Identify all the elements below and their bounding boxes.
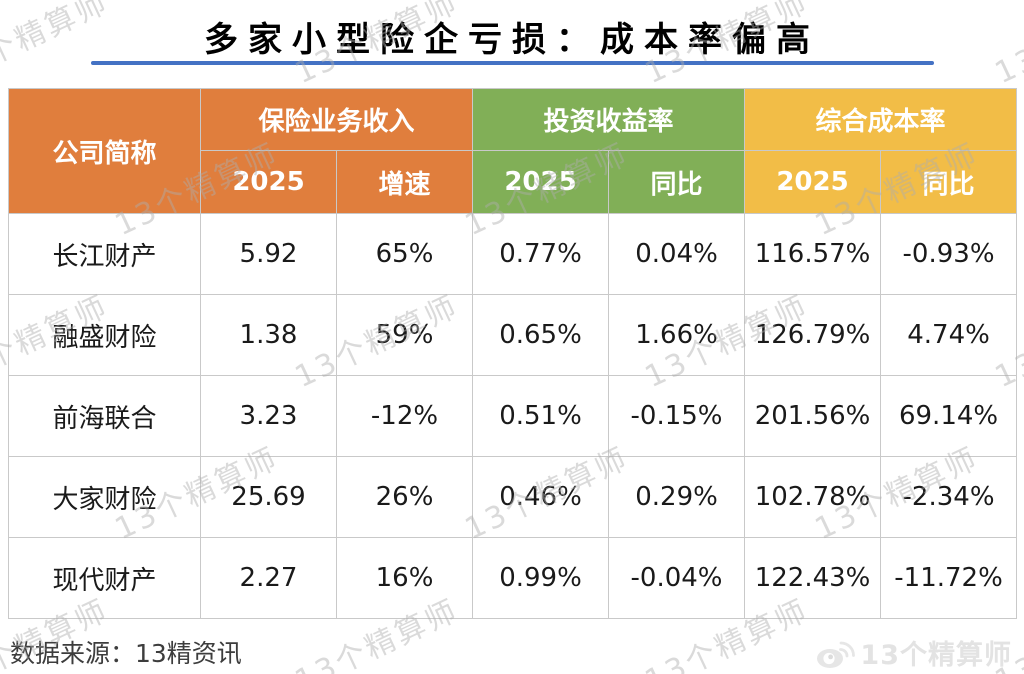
group-header-insurance-income: 保险业务收入	[199, 88, 474, 151]
weibo-icon	[816, 637, 856, 669]
table-row: 长江财产 5.92 65% 0.77% 0.04% 116.57% -0.93%	[8, 213, 1018, 295]
brand-badge: 13个精算师	[816, 633, 1012, 672]
cell-company: 融盛财险	[8, 294, 201, 376]
cell-value: 0.99%	[472, 537, 610, 619]
cell-company: 现代财产	[8, 537, 201, 619]
cell-value: 0.51%	[472, 375, 610, 457]
cell-value: -2.34%	[880, 456, 1018, 538]
title-underline	[91, 61, 934, 65]
cell-value: 0.46%	[472, 456, 610, 538]
cell-company: 大家财险	[8, 456, 201, 538]
cell-value: 3.23	[200, 375, 337, 457]
cell-value: 126.79%	[744, 294, 882, 376]
cell-value: 122.43%	[744, 537, 882, 619]
table-body: 长江财产 5.92 65% 0.77% 0.04% 116.57% -0.93% 融盛财险 1.…	[8, 213, 1018, 619]
table-row: 融盛财险 1.38 59% 0.65% 1.66% 126.79% 4.74%	[8, 294, 1018, 376]
cell-value: 1.38	[200, 294, 337, 376]
subheader-return-2025: 2025	[472, 150, 610, 214]
cell-company: 长江财产	[8, 213, 201, 295]
subheader-income-growth: 增速	[335, 150, 474, 214]
group-header-investment-return: 投资收益率	[472, 88, 746, 151]
subheader-cost-yoy: 同比	[880, 150, 1018, 214]
cell-value: 201.56%	[744, 375, 882, 457]
table-row: 现代财产 2.27 16% 0.99% -0.04% 122.43% -11.72%	[8, 537, 1018, 619]
cell-value: 102.78%	[744, 456, 882, 538]
cell-value: 25.69	[200, 456, 337, 538]
cell-value: 0.29%	[608, 456, 746, 538]
table-row: 大家财险 25.69 26% 0.46% 0.29% 102.78% -2.34%	[8, 456, 1018, 538]
cell-value: -0.15%	[608, 375, 746, 457]
subheader-income-2025: 2025	[200, 150, 337, 214]
corner-header-cell: 公司简称	[8, 88, 201, 214]
cell-value: -11.72%	[880, 537, 1018, 619]
cell-value: -0.93%	[880, 213, 1018, 295]
cell-value: 1.66%	[608, 294, 746, 376]
cell-value: 16%	[335, 537, 474, 619]
subheader-cost-2025: 2025	[744, 150, 882, 214]
cell-value: 26%	[335, 456, 474, 538]
cell-value: -12%	[335, 375, 474, 457]
brand-name: 13个精算师	[860, 640, 1012, 671]
cell-value: 116.57%	[744, 213, 882, 295]
cell-value: 0.65%	[472, 294, 610, 376]
group-header-combined-cost: 综合成本率	[744, 88, 1018, 151]
cell-value: 5.92	[200, 213, 337, 295]
data-table: 公司简称 保险业务收入 投资收益率 综合成本率 2025 增速 2025 同比 …	[8, 88, 1018, 619]
cell-value: -0.04%	[608, 537, 746, 619]
cell-value: 2.27	[200, 537, 337, 619]
cell-value: 69.14%	[880, 375, 1018, 457]
page-title: 多家小型险企亏损：成本率偏高	[204, 20, 820, 60]
cell-value: 65%	[335, 213, 474, 295]
cell-value: 4.74%	[880, 294, 1018, 376]
cell-value: 0.77%	[472, 213, 610, 295]
table-row: 前海联合 3.23 -12% 0.51% -0.15% 201.56% 69.14%	[8, 375, 1018, 457]
cell-value: 0.04%	[608, 213, 746, 295]
cell-company: 前海联合	[8, 375, 201, 457]
subheader-return-yoy: 同比	[608, 150, 746, 214]
cell-value: 59%	[335, 294, 474, 376]
source-note: 数据来源：13精资讯	[10, 639, 242, 668]
